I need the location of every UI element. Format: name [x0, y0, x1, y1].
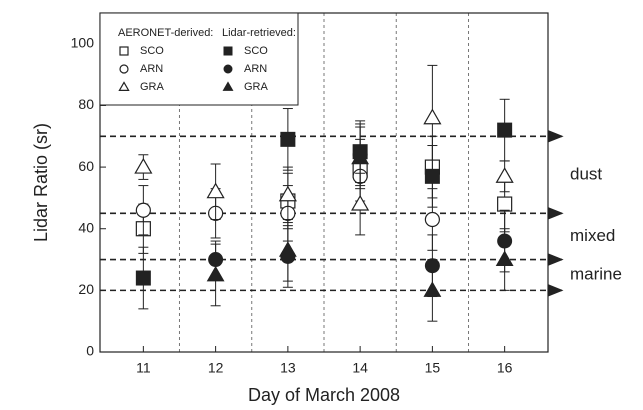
marker	[135, 270, 151, 286]
marker	[424, 211, 440, 228]
marker	[206, 182, 225, 199]
marker	[424, 168, 440, 184]
x-tick-label: 12	[208, 360, 224, 376]
legend-box	[99, 12, 299, 106]
y-tick-label: 80	[78, 96, 94, 112]
marker	[135, 202, 151, 218]
x-axis-label: Day of March 2008	[248, 385, 400, 405]
marker	[206, 265, 225, 282]
marker	[278, 185, 297, 202]
legend-marker	[118, 81, 130, 91]
annotation: mixed	[570, 226, 615, 245]
y-axis-label: Lidar Ratio (sr)	[31, 123, 51, 242]
legend-title: Lidar-retrieved:	[222, 27, 296, 39]
legend-label: SCO	[244, 45, 268, 57]
legend-label: GRA	[244, 81, 269, 93]
plot-frame	[99, 12, 549, 353]
marker	[423, 281, 442, 297]
x-tick-label: 15	[425, 360, 441, 376]
x-tick-label: 16	[497, 360, 513, 376]
x-tick-label: 14	[352, 360, 368, 376]
legend-marker	[223, 46, 233, 56]
annotation: marine	[570, 264, 622, 283]
marker	[280, 131, 296, 147]
marker	[278, 241, 297, 257]
legend-label: ARN	[140, 63, 163, 75]
legend-title: AERONET-derived:	[118, 27, 213, 39]
y-tick-label: 100	[71, 35, 95, 51]
marker	[134, 157, 153, 174]
marker	[423, 108, 442, 125]
y-tick-label: 60	[78, 158, 94, 174]
x-tick-label: 11	[136, 360, 151, 376]
marker	[351, 194, 370, 211]
marker	[495, 250, 514, 266]
legend-label: SCO	[140, 45, 164, 57]
y-tick-label: 20	[78, 281, 94, 297]
legend-label: GRA	[140, 81, 165, 93]
x-tick-label: 13	[280, 360, 296, 376]
y-tick-label: 40	[78, 219, 94, 235]
marker	[351, 148, 370, 165]
legend-marker	[223, 64, 233, 74]
annotation: dust	[570, 164, 602, 183]
marker	[497, 196, 513, 212]
legend-marker	[119, 46, 129, 56]
legend-marker	[222, 81, 234, 91]
y-tick-label: 0	[86, 343, 94, 359]
legend-marker	[119, 64, 129, 74]
marker	[495, 167, 514, 183]
marker	[497, 122, 513, 138]
legend-label: ARN	[244, 63, 267, 75]
